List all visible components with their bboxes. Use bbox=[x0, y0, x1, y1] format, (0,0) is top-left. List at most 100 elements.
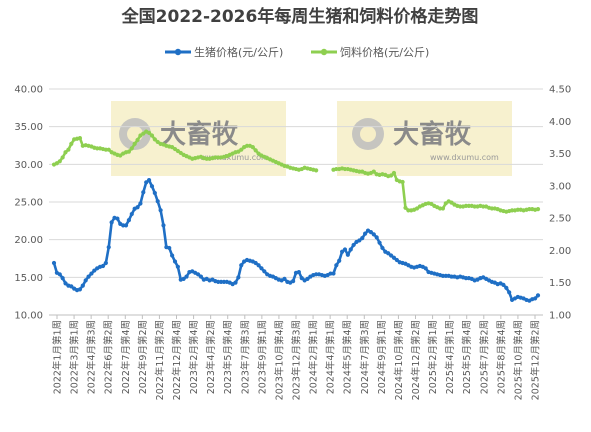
y-right-tick-label: 1.00 bbox=[549, 311, 571, 322]
data-point-0 bbox=[391, 255, 397, 260]
data-point-0 bbox=[345, 252, 350, 257]
y-right-tick-label: 1.50 bbox=[549, 278, 571, 289]
x-tick-label: 2025年8月第4周 bbox=[495, 320, 507, 394]
watermark-left: 大畜牧 www.dxumu.com bbox=[111, 101, 286, 176]
data-point-0 bbox=[299, 275, 304, 281]
data-point-0 bbox=[501, 282, 506, 287]
left-axis-ticks: 10.00 15.00 20.00 25.00 30.00 35.00 40.00 bbox=[14, 85, 43, 322]
data-point-0 bbox=[342, 247, 348, 252]
x-tick-label: 2022年7月第4周 bbox=[120, 320, 132, 394]
y-left-tick-label: 20.00 bbox=[14, 235, 43, 246]
data-point-1 bbox=[509, 208, 515, 213]
data-point-0 bbox=[380, 245, 385, 251]
data-point-1 bbox=[458, 204, 463, 209]
data-point-0 bbox=[331, 271, 336, 276]
x-tick-label: 2023年9月第1周 bbox=[256, 320, 268, 394]
data-point-0 bbox=[262, 269, 267, 274]
series-line-0 bbox=[52, 178, 540, 302]
data-point-0 bbox=[533, 296, 538, 301]
data-point-1 bbox=[357, 169, 362, 174]
data-point-1 bbox=[146, 130, 152, 136]
data-point-0 bbox=[334, 263, 339, 268]
watermark-logo-inner-right bbox=[360, 126, 376, 142]
data-point-0 bbox=[443, 273, 448, 278]
data-point-1 bbox=[126, 149, 131, 154]
x-tick-label: 2024年7月第3周 bbox=[359, 320, 371, 394]
data-point-0 bbox=[440, 273, 446, 278]
data-point-1 bbox=[388, 173, 394, 178]
data-point-0 bbox=[305, 276, 310, 281]
data-point-0 bbox=[103, 260, 108, 266]
data-point-0 bbox=[216, 279, 221, 284]
data-point-0 bbox=[60, 275, 65, 281]
data-point-1 bbox=[481, 204, 486, 209]
watermark-right: 大畜牧 www.dxumu.com bbox=[337, 101, 512, 176]
data-point-0 bbox=[348, 247, 353, 252]
legend-marker-hog bbox=[174, 48, 182, 56]
data-point-0 bbox=[167, 245, 172, 251]
data-point-0 bbox=[100, 263, 106, 269]
data-point-1 bbox=[95, 146, 100, 151]
data-point-0 bbox=[155, 199, 160, 204]
data-point-0 bbox=[463, 275, 469, 281]
watermark-text-right: 大畜牧 bbox=[393, 119, 472, 150]
series-layer bbox=[51, 129, 541, 303]
series-0 bbox=[51, 178, 541, 303]
data-point-0 bbox=[236, 275, 241, 280]
data-point-0 bbox=[149, 184, 155, 189]
data-point-0 bbox=[423, 266, 428, 271]
data-point-1 bbox=[342, 166, 348, 172]
data-point-0 bbox=[219, 279, 224, 284]
data-point-0 bbox=[233, 280, 238, 285]
data-point-0 bbox=[360, 236, 365, 241]
data-point-0 bbox=[351, 242, 356, 248]
watermark-sub-left: www.dxumu.com bbox=[200, 153, 269, 162]
x-tick-label: 2024年5月第4周 bbox=[342, 320, 354, 394]
data-point-1 bbox=[391, 170, 397, 176]
x-tick-label: 2025年12月第2周 bbox=[530, 320, 542, 400]
data-point-1 bbox=[57, 159, 62, 164]
data-point-0 bbox=[170, 253, 175, 258]
data-point-0 bbox=[221, 279, 227, 284]
data-point-1 bbox=[406, 208, 411, 213]
legend-label-feed: 饲料价格(元/公斤) bbox=[340, 45, 429, 59]
data-point-1 bbox=[132, 141, 137, 146]
y-right-tick-label: 3.50 bbox=[549, 149, 571, 160]
x-tick-label: 2025年7月第2周 bbox=[478, 320, 490, 394]
x-tick-label: 2024年12月第2周 bbox=[410, 320, 422, 400]
data-point-0 bbox=[374, 235, 379, 240]
legend-label-hog: 生猪价格(元/公斤) bbox=[194, 45, 283, 59]
data-point-0 bbox=[371, 232, 376, 237]
x-tick-label: 2022年11月第2周 bbox=[154, 320, 166, 400]
x-tick-label: 2025年2月第1周 bbox=[427, 320, 439, 394]
data-point-1 bbox=[466, 203, 471, 208]
data-point-0 bbox=[135, 205, 140, 210]
y-left-tick-label: 40.00 bbox=[14, 85, 43, 96]
data-point-1 bbox=[250, 145, 255, 150]
data-point-0 bbox=[504, 285, 509, 290]
data-point-0 bbox=[296, 269, 301, 275]
x-tick-label: 2023年7月第3周 bbox=[239, 320, 251, 394]
data-point-0 bbox=[184, 274, 189, 279]
data-point-0 bbox=[449, 274, 454, 279]
data-point-1 bbox=[106, 147, 111, 152]
data-point-1 bbox=[437, 206, 443, 211]
data-point-1 bbox=[135, 137, 140, 143]
data-point-0 bbox=[377, 240, 382, 245]
data-point-1 bbox=[60, 155, 65, 160]
y-right-tick-label: 3.00 bbox=[549, 181, 571, 192]
y-left-tick-label: 10.00 bbox=[14, 311, 43, 322]
x-tick-label: 2022年9月第2周 bbox=[137, 320, 149, 394]
y-right-tick-label: 4.00 bbox=[549, 117, 571, 128]
data-point-0 bbox=[83, 278, 88, 283]
series-1 bbox=[51, 129, 541, 214]
data-point-0 bbox=[386, 251, 391, 256]
data-point-1 bbox=[403, 205, 408, 210]
data-point-1 bbox=[63, 150, 68, 155]
data-point-0 bbox=[51, 260, 57, 266]
data-point-1 bbox=[400, 179, 405, 185]
data-point-0 bbox=[337, 258, 342, 263]
data-point-0 bbox=[146, 178, 152, 183]
data-point-0 bbox=[92, 268, 97, 273]
data-point-1 bbox=[472, 204, 477, 209]
